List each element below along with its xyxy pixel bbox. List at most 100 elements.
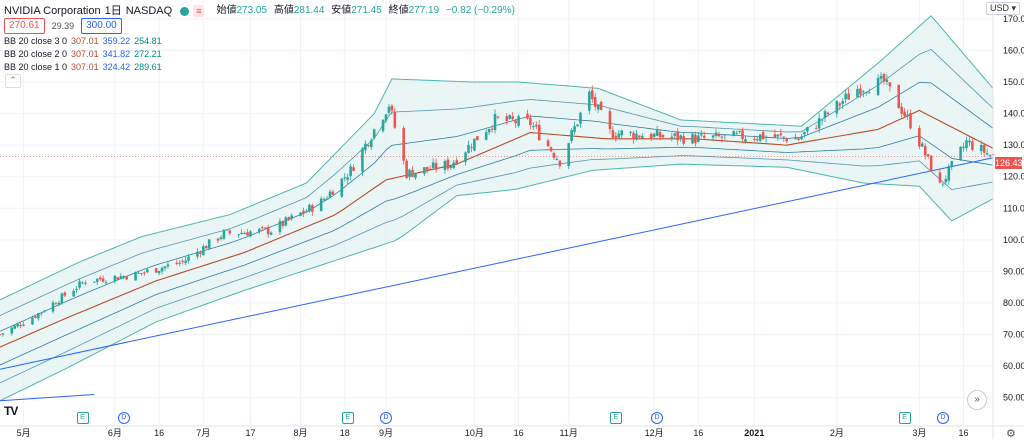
indicator-legend-3[interactable]: BB 20 close 1 0 307.01 324.42 289.61 — [4, 62, 162, 72]
flag-icon[interactable]: ≡ — [193, 5, 205, 17]
candle-body — [588, 91, 591, 111]
candle-body — [187, 256, 190, 261]
candle-body — [119, 276, 123, 279]
interval-label[interactable]: 1日 — [104, 5, 122, 17]
earnings-event-icon[interactable]: E — [898, 412, 911, 424]
dividend-event-icon[interactable]: D — [651, 412, 664, 424]
candle-body — [431, 162, 435, 168]
candle-body — [278, 221, 282, 233]
candle-body — [175, 262, 179, 264]
candle-body — [95, 278, 99, 282]
candle-body — [753, 138, 756, 140]
candle-body — [570, 130, 573, 141]
candle-body — [641, 136, 644, 139]
earnings-event-icon[interactable]: E — [341, 412, 354, 424]
candle-body — [982, 144, 986, 153]
candle-body — [455, 160, 458, 165]
candle-body — [122, 276, 126, 278]
candle-body — [652, 133, 656, 138]
candle-body — [78, 281, 81, 288]
candle-body — [867, 92, 871, 94]
candle-body — [918, 127, 921, 147]
candle-body — [98, 277, 102, 280]
candle-body — [923, 145, 927, 156]
candle-body — [42, 311, 46, 313]
candle-body — [968, 140, 971, 143]
candle-body — [443, 161, 447, 170]
candle-body — [281, 220, 285, 226]
candle-body — [947, 166, 951, 181]
sell-button[interactable]: 270.61 — [4, 18, 45, 34]
candle-body — [859, 88, 862, 95]
price-tick-label: 150.00 — [1003, 77, 1024, 87]
candle-body — [599, 101, 603, 111]
time-tick-label: 2月 — [830, 428, 844, 438]
time-tick-label: 17 — [245, 428, 255, 438]
candle-body — [567, 143, 570, 166]
candle-body — [620, 130, 624, 136]
candle-body — [199, 252, 202, 254]
collapse-legend-icon[interactable]: ⌃ — [5, 74, 21, 88]
candle-body — [965, 140, 968, 149]
settings-gear-icon[interactable]: ⚙ — [1006, 428, 1016, 440]
dividend-event-icon[interactable]: D — [117, 412, 130, 424]
candle-body — [517, 116, 520, 126]
candle-body — [228, 230, 232, 234]
candle-body — [785, 138, 789, 142]
indicator-mid: 307.01 — [71, 36, 99, 46]
candle-body — [402, 128, 405, 161]
candle-body — [372, 129, 376, 139]
candle-body — [263, 227, 267, 229]
candle-body — [260, 227, 264, 229]
bb-fill — [0, 15, 993, 401]
candle-body — [319, 198, 323, 212]
candle-body — [243, 233, 246, 235]
dividend-event-icon[interactable]: D — [380, 412, 392, 424]
candle-body — [367, 145, 370, 147]
candle-body — [352, 167, 355, 171]
candle-body — [163, 266, 167, 269]
price-tick-label: 130.00 — [1003, 140, 1024, 150]
candle-body — [446, 159, 450, 169]
candle-body — [449, 165, 453, 168]
candle-body — [493, 114, 497, 130]
candle-body — [116, 277, 120, 280]
buy-button[interactable]: 300.00 — [81, 18, 122, 34]
indicator-legend-1[interactable]: BB 20 close 3 0 307.01 359.22 254.81 — [4, 36, 162, 46]
indicator-legend-2[interactable]: BB 20 close 2 0 307.01 341.82 272.21 — [4, 49, 162, 59]
tradingview-logo-icon[interactable]: TV — [4, 404, 18, 418]
candle-body — [879, 75, 883, 79]
candle-body — [638, 135, 641, 138]
high-label: 高値 — [273, 5, 294, 16]
candle-body — [814, 128, 818, 130]
low-value: 271.45 — [351, 5, 382, 16]
time-tick-label: 16 — [514, 428, 524, 438]
candle-body — [717, 133, 721, 137]
candle-body — [756, 139, 759, 141]
candle-body — [900, 106, 903, 114]
candle-body — [1, 333, 5, 335]
dividend-event-icon[interactable]: D — [936, 412, 949, 424]
candle-body — [882, 74, 886, 82]
earnings-event-icon[interactable]: E — [76, 412, 89, 424]
candle-body — [817, 118, 821, 129]
candle-body — [803, 131, 806, 135]
price-tick-label: 140.00 — [1003, 109, 1024, 119]
candle-body — [104, 282, 108, 284]
earnings-event-icon[interactable]: E — [609, 412, 622, 424]
candle-body — [614, 136, 618, 138]
candle-body — [290, 215, 293, 219]
price-tick-label: 90.00 — [1003, 266, 1024, 276]
candle-body — [31, 317, 34, 325]
candle-body — [84, 282, 87, 284]
candle-body — [322, 199, 326, 201]
symbol-name[interactable]: NVIDIA Corporation — [4, 5, 101, 17]
candle-body — [573, 126, 576, 132]
candle-body — [470, 147, 473, 149]
indicator-mid: 307.01 — [71, 49, 99, 59]
scroll-to-realtime-icon[interactable]: » — [967, 390, 987, 410]
currency-selector[interactable]: USD ▾ — [985, 2, 1020, 15]
change-value: −0.82 (−0.29%) — [445, 5, 515, 16]
